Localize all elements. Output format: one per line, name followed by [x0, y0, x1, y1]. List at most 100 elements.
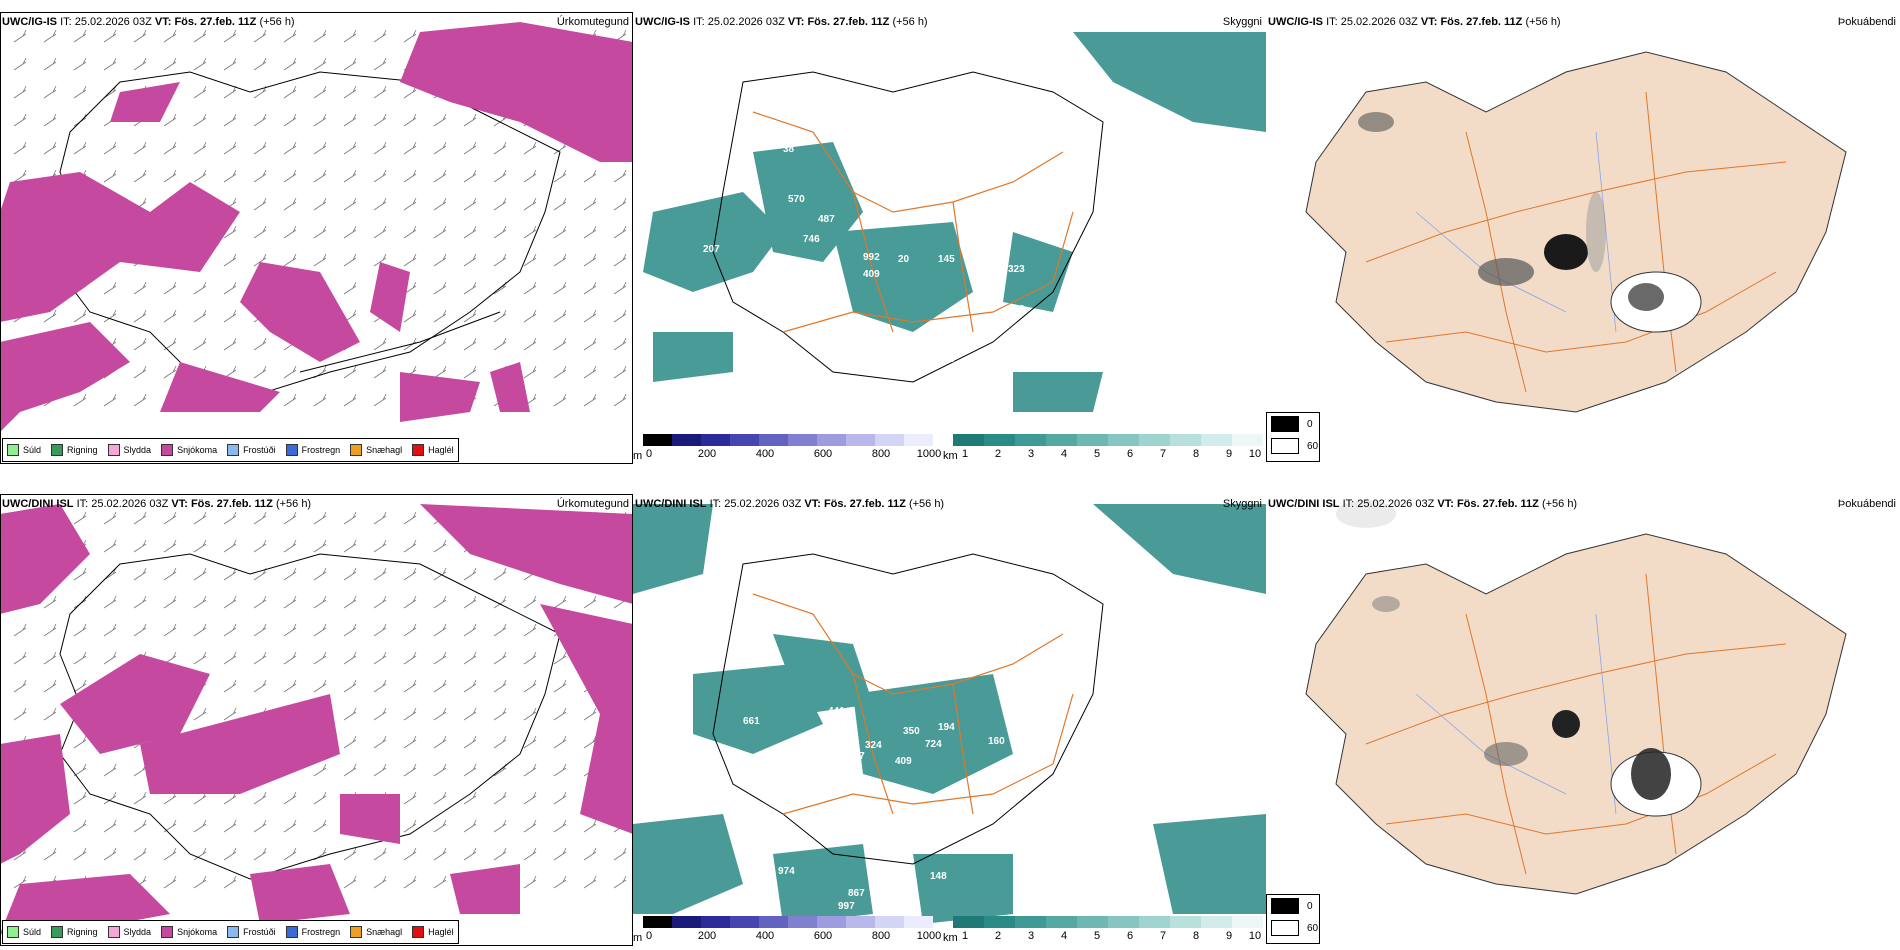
wind-barb [73, 735, 87, 749]
svg-text:661: 661 [743, 716, 760, 727]
wind-barb [553, 337, 567, 351]
wind-barb [313, 567, 327, 581]
legend-item: Frostúði [227, 926, 276, 938]
panel-title: UWC/IG-IS IT: 25.02.2026 03Z VT: Fös. 27… [2, 16, 295, 28]
wind-barb [163, 875, 177, 889]
wind-barb [223, 169, 237, 183]
wind-barb [193, 707, 207, 721]
wind-barb [253, 679, 267, 693]
wind-barb [373, 707, 387, 721]
wind-barb [433, 875, 447, 889]
wind-barb [463, 281, 477, 295]
wind-barb [433, 113, 447, 127]
wind-barb [73, 141, 87, 155]
wind-barb [463, 735, 477, 749]
wind-barb [163, 539, 177, 553]
wind-barb [403, 735, 417, 749]
wind-barb [373, 337, 387, 351]
wind-barb [313, 511, 327, 525]
legend-item: Haglél [412, 444, 454, 456]
wind-barb [343, 29, 357, 43]
wind-barb [193, 57, 207, 71]
wind-barb [403, 309, 417, 323]
wind-barb [433, 225, 447, 239]
wind-barb [163, 365, 177, 379]
wind-barb [163, 309, 177, 323]
wind-barb [523, 847, 537, 861]
wind-barb [73, 393, 87, 407]
wind-barb [313, 197, 327, 211]
legend-item: Súld [7, 444, 41, 456]
wind-barb [253, 225, 267, 239]
roads [752, 111, 1074, 333]
panel-title: UWC/IG-IS IT: 25.02.2026 03Z VT: Fös. 27… [635, 16, 928, 28]
wind-barb [433, 253, 447, 267]
wind-barb [283, 511, 297, 525]
fog-map [1305, 51, 1847, 413]
wind-barb [163, 29, 177, 43]
wind-barb [373, 141, 387, 155]
wind-barb [163, 567, 177, 581]
wind-barb [583, 253, 597, 267]
wind-barb [343, 735, 357, 749]
wind-barb [523, 309, 537, 323]
wind-barb [253, 85, 267, 99]
wind-barb [103, 847, 117, 861]
wind-barb [463, 113, 477, 127]
wind-barb [493, 141, 507, 155]
wind-barb [193, 567, 207, 581]
wind-barb [403, 169, 417, 183]
wind-barb [433, 847, 447, 861]
wind-barb [583, 595, 597, 609]
wind-barb [43, 309, 57, 323]
wind-barb [433, 197, 447, 211]
wind-barb [553, 281, 567, 295]
wind-barb [583, 393, 597, 407]
wind-barb [463, 623, 477, 637]
svg-text:487: 487 [818, 214, 835, 225]
wind-barb [43, 85, 57, 99]
wind-barb [493, 679, 507, 693]
panel-title: UWC/DINI ISL IT: 25.02.2026 03Z VT: Fös.… [1268, 498, 1578, 510]
svg-text:409: 409 [863, 269, 880, 280]
wind-barb [493, 169, 507, 183]
cloud-base-labels: 38 570 487 746 207 201 992 409 20 145 32… [703, 144, 1025, 365]
cloud-visibility-map: 441 661 350 194 724 324 167 409 160 832 … [633, 504, 1266, 924]
wind-barb [493, 791, 507, 805]
wind-barb [433, 763, 447, 777]
wind-barb [433, 623, 447, 637]
wind-barb [403, 791, 417, 805]
svg-text:350: 350 [903, 726, 920, 737]
wind-barb [553, 819, 567, 833]
wind-barb [523, 735, 537, 749]
fog-areas [1358, 112, 1702, 333]
wind-barb [553, 169, 567, 183]
wind-barb [553, 875, 567, 889]
wind-barb [13, 679, 27, 693]
wind-barb [343, 707, 357, 721]
wind-barb [193, 141, 207, 155]
wind-barb [283, 791, 297, 805]
wind-barb [493, 847, 507, 861]
wind-barb [343, 595, 357, 609]
wind-barb [313, 113, 327, 127]
wind-barb [103, 623, 117, 637]
wind-barb [193, 85, 207, 99]
wind-barb [193, 651, 207, 665]
wind-barb [283, 365, 297, 379]
svg-text:20: 20 [898, 254, 910, 265]
wind-barb [553, 225, 567, 239]
wind-barb [523, 651, 537, 665]
wind-barb [373, 511, 387, 525]
wind-barb [133, 57, 147, 71]
svg-text:148: 148 [930, 871, 947, 882]
wind-barb [343, 113, 357, 127]
wind-barb [463, 337, 477, 351]
wind-barb [223, 281, 237, 295]
wind-barb [193, 623, 207, 637]
wind-barb [343, 141, 357, 155]
svg-text:323: 323 [1008, 264, 1025, 275]
wind-barb [313, 791, 327, 805]
wind-barb [433, 539, 447, 553]
wind-barb [223, 679, 237, 693]
